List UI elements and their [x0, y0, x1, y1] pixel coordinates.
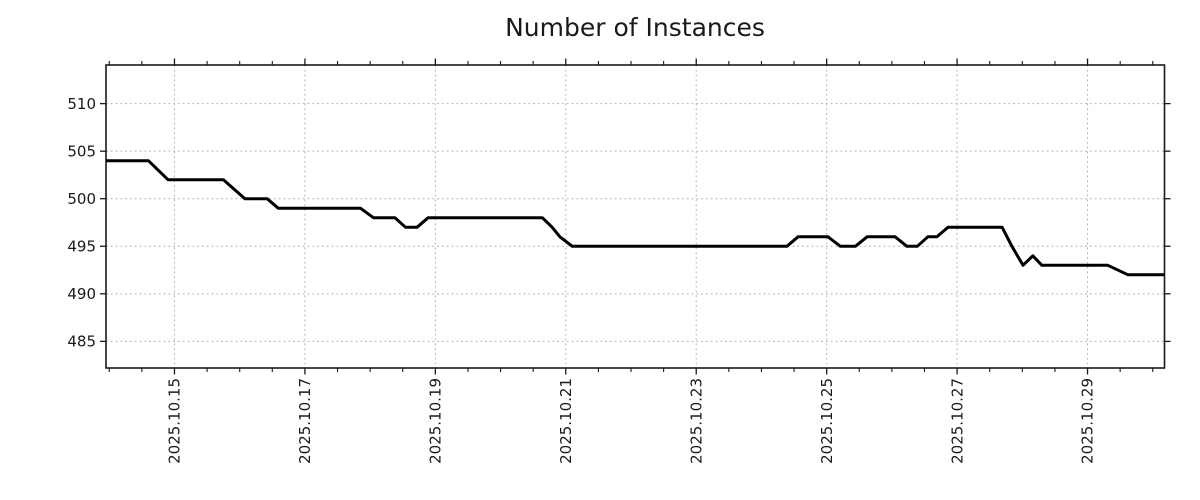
y-tick-label: 495	[67, 237, 96, 255]
x-tick-label: 2025.10.27	[948, 378, 966, 464]
x-tick-label: 2025.10.23	[687, 378, 705, 464]
x-tick-label: 2025.10.21	[557, 378, 575, 464]
y-tick-label: 485	[67, 333, 96, 351]
x-tick-label: 2025.10.19	[427, 378, 445, 464]
x-tick-label: 2025.10.15	[166, 378, 184, 464]
y-tick-label: 490	[67, 285, 96, 303]
x-tick-label: 2025.10.25	[818, 378, 836, 464]
x-tick-label: 2025.10.17	[296, 378, 314, 464]
plot-border	[105, 64, 1166, 369]
y-tick-label: 500	[67, 190, 96, 208]
chart-title: Number of Instances	[505, 13, 765, 42]
y-tick-label: 505	[67, 142, 96, 160]
x-tick-label: 2025.10.29	[1079, 378, 1097, 464]
y-tick-label: 510	[67, 95, 96, 113]
data-line-instances	[106, 159, 1165, 277]
